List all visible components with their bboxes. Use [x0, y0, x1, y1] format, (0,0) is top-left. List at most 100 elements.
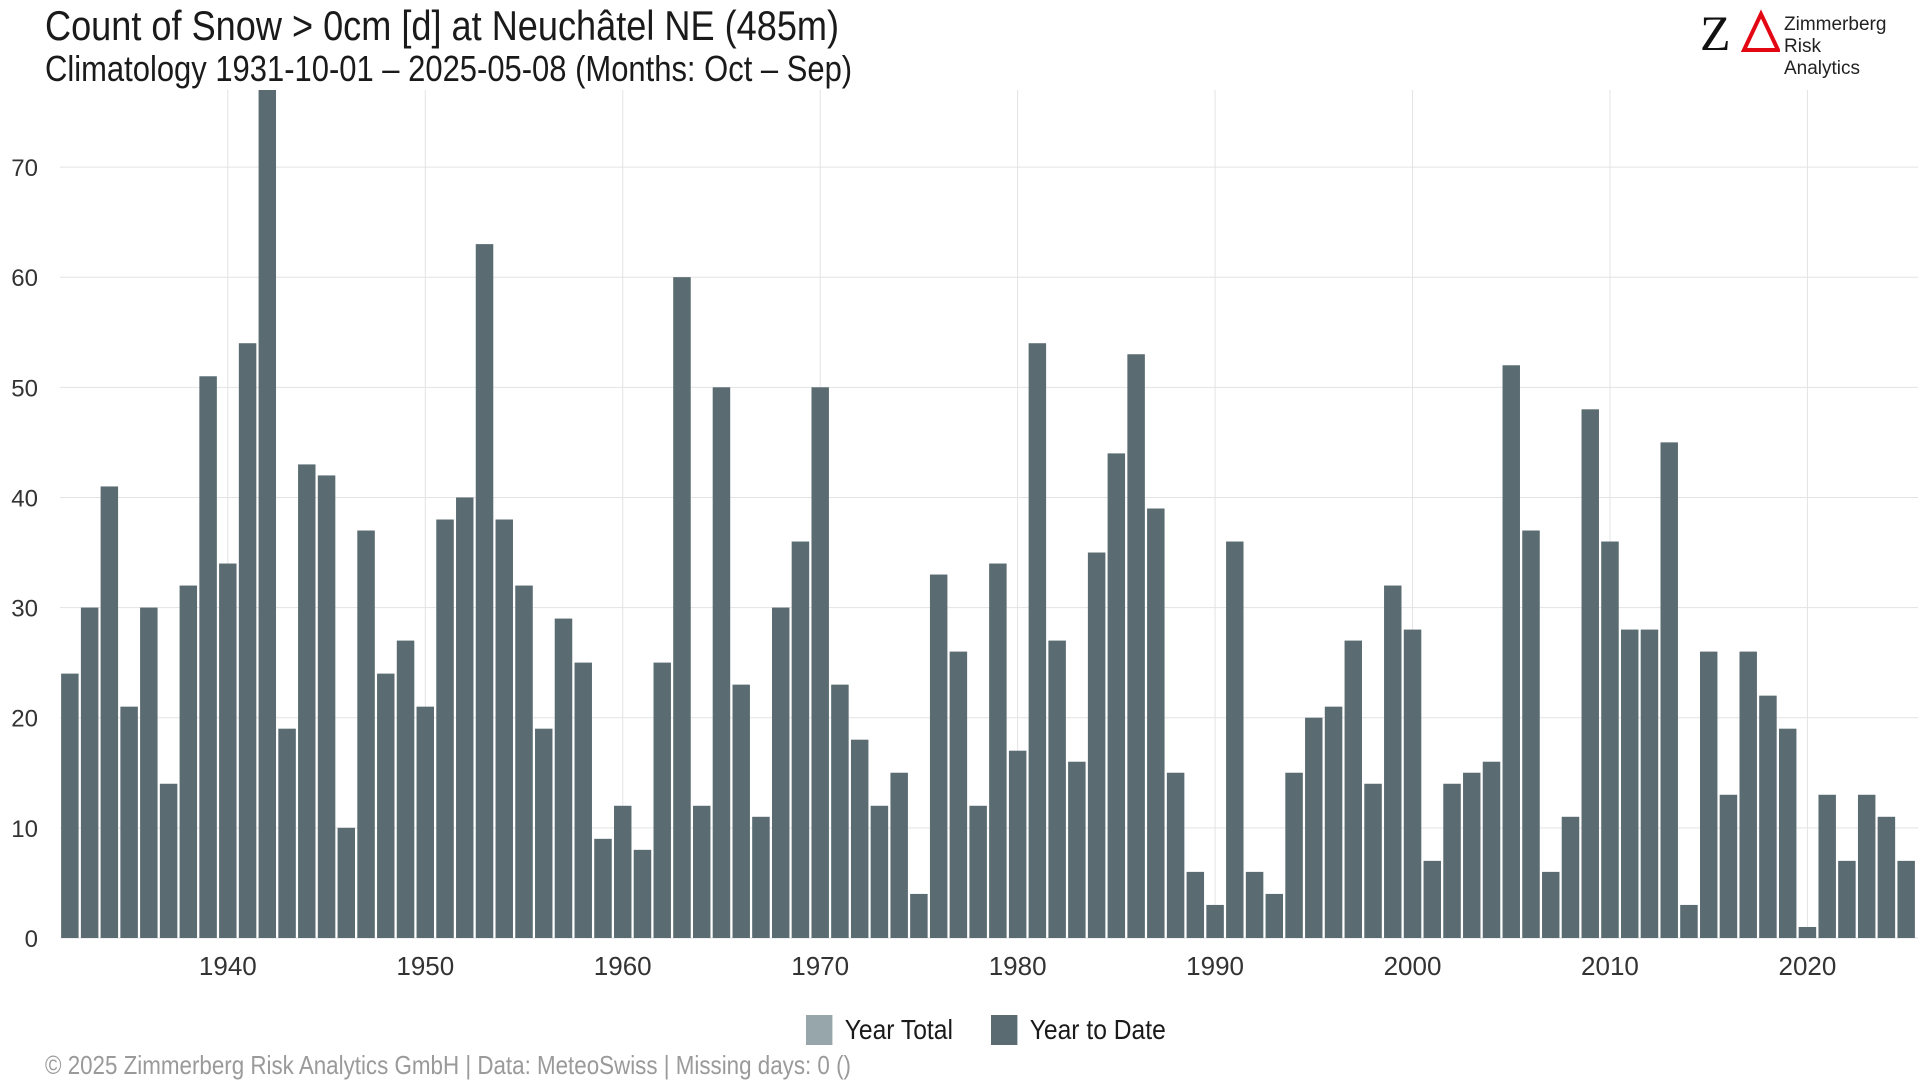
bar-year-to-date-2014	[1680, 904, 1698, 938]
y-tick-label: 10	[11, 816, 38, 843]
bar-year-to-date-2004	[1482, 761, 1501, 938]
bar-year-to-date-1946	[337, 827, 355, 938]
bar-year-to-date-1957	[554, 618, 573, 938]
bar-year-to-date-1953	[475, 244, 494, 938]
bar-year-to-date-2023	[1857, 794, 1876, 938]
bar-year-to-date-2010	[1601, 541, 1619, 938]
bar-year-to-date-1990	[1206, 904, 1224, 938]
bar-year-to-date-1997	[1344, 640, 1362, 938]
logo-line-2: Risk Analytics	[1784, 36, 1861, 79]
legend-item-year-to-date: Year to Date	[991, 1014, 1166, 1046]
bar-year-to-date-2003	[1463, 772, 1481, 938]
bar-year-to-date-2018	[1759, 695, 1777, 938]
bar-year-to-date-1949	[396, 640, 415, 938]
x-tick-label: 1980	[989, 951, 1047, 981]
chart-subtitle: Climatology 1931-10-01 – 2025-05-08 (Mon…	[45, 48, 853, 89]
bar-year-to-date-1958	[574, 662, 592, 938]
bar-year-to-date-2000	[1403, 629, 1422, 938]
bar-year-to-date-1937	[159, 783, 178, 938]
svg-text:Z: Z	[1700, 8, 1731, 58]
bars	[61, 90, 1915, 939]
bar-year-to-date-1972	[850, 739, 869, 938]
bar-year-to-date-1938	[179, 585, 198, 938]
legend-swatch-year-to-date	[991, 1015, 1018, 1045]
bar-year-to-date-1940	[219, 563, 237, 938]
bar-year-to-date-1941	[238, 343, 257, 938]
bar-year-to-date-1944	[298, 464, 316, 938]
bar-year-to-date-1995	[1305, 717, 1323, 938]
bar-year-to-date-1982	[1048, 640, 1066, 938]
bar-year-to-date-1945	[317, 475, 336, 938]
x-tick-label: 2020	[1779, 951, 1837, 981]
bar-year-to-date-1939	[199, 376, 217, 939]
bar-year-to-date-2017	[1739, 651, 1757, 938]
x-tick-label: 1960	[594, 951, 652, 981]
x-tick-label: 2010	[1581, 951, 1639, 981]
bar-year-to-date-1950	[416, 706, 434, 938]
bar-year-to-date-1963	[673, 277, 691, 938]
y-tick-label: 60	[11, 265, 38, 292]
bar-year-to-date-2013	[1660, 442, 1678, 938]
legend-swatch-year-total	[806, 1015, 833, 1045]
bar-year-to-date-1973	[870, 805, 889, 938]
x-tick-label: 1970	[791, 951, 849, 981]
bar-year-to-date-1959	[594, 838, 612, 938]
x-tick-labels: 1940 1950 1960 1970 1980 1990 2000 2010 2020	[199, 951, 1836, 981]
bar-year-to-date-1988	[1166, 772, 1185, 938]
bar-year-to-date-1967	[752, 816, 770, 938]
legend-item-year-total: Year Total	[806, 1014, 953, 1046]
bar-year-to-date-1975	[910, 893, 928, 938]
bar-year-to-date-1977	[949, 651, 968, 938]
bar-year-to-date-2007	[1542, 871, 1560, 938]
bar-year-to-date-2001	[1423, 860, 1441, 938]
y-tick-label: 0	[25, 926, 38, 953]
logo-line-1: Zimmerberg	[1784, 14, 1887, 35]
bar-year-to-date-2012	[1640, 629, 1659, 938]
bar-year-to-date-1947	[357, 530, 375, 938]
bar-year-to-date-1998	[1364, 783, 1382, 938]
bar-year-to-date-1932	[61, 673, 79, 938]
bar-year-to-date-1994	[1285, 772, 1303, 938]
x-tick-label: 2000	[1384, 951, 1442, 981]
bar-year-to-date-2021	[1818, 794, 1836, 938]
bar-year-to-date-1984	[1087, 552, 1106, 938]
bar-year-to-date-1971	[831, 684, 849, 938]
bar-year-to-date-1999	[1384, 585, 1402, 938]
bar-year-to-date-1943	[278, 728, 296, 938]
bar-year-to-date-1992	[1245, 871, 1264, 938]
bar-year-to-date-1981	[1028, 343, 1047, 938]
bar-year-to-date-2024	[1877, 816, 1896, 938]
grid-lines	[60, 90, 1918, 939]
bar-year-to-date-1991	[1226, 541, 1244, 938]
bar-year-to-date-1964	[693, 805, 711, 938]
logo-text: Zimmerberg Risk Analytics	[1784, 14, 1900, 80]
company-logo: Z Zimmerberg Risk Analytics	[1700, 8, 1900, 79]
bar-year-to-date-2016	[1719, 794, 1738, 938]
bar-year-to-date-1979	[989, 563, 1007, 938]
legend: Year Total Year to Date	[806, 1014, 1208, 1046]
x-tick-label: 1990	[1186, 951, 1244, 981]
bar-year-to-date-1989	[1186, 871, 1205, 938]
bar-year-to-date-1933	[80, 607, 99, 938]
za-logo-icon: Z	[1700, 8, 1780, 58]
bar-year-to-date-1936	[140, 607, 158, 938]
footer-credits: © 2025 Zimmerberg Risk Analytics GmbH | …	[45, 1050, 851, 1080]
bar-year-to-date-1996	[1324, 706, 1343, 938]
bar-year-to-date-1960	[614, 805, 632, 938]
bar-year-to-date-1974	[890, 772, 908, 938]
bar-year-to-date-1952	[456, 497, 474, 938]
bar-year-to-date-1968	[772, 607, 790, 938]
bar-year-to-date-2009	[1581, 409, 1599, 939]
legend-label-year-to-date: Year to Date	[1029, 1014, 1166, 1045]
y-tick-label: 50	[11, 375, 38, 402]
bar-year-to-date-1987	[1147, 508, 1165, 938]
y-tick-label: 30	[11, 596, 38, 623]
bar-year-to-date-2011	[1621, 629, 1639, 938]
bar-year-to-date-2006	[1522, 530, 1540, 938]
bar-year-to-date-1986	[1127, 354, 1145, 939]
bar-year-to-date-1965	[712, 387, 731, 938]
y-tick-labels: 0 10 20 30 40 50 60 70	[11, 155, 38, 953]
bar-year-to-date-1942	[258, 90, 277, 938]
bar-year-to-date-2005	[1502, 365, 1520, 938]
